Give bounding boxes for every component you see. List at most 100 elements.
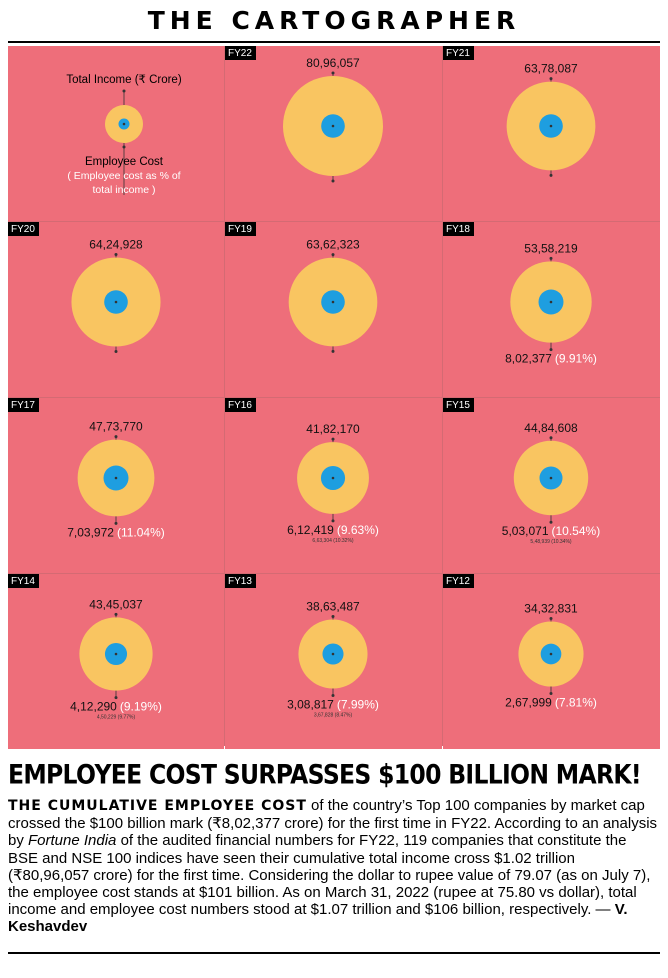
center-dot: [114, 300, 118, 304]
fiscal-year-tag: FY18: [443, 222, 474, 236]
employee-cost-label: 2,67,999 (7.81%): [505, 696, 597, 710]
leader-dot-bottom: [114, 350, 118, 354]
fiscal-year-tag: FY20: [8, 222, 39, 236]
legend-leader-dot-bottom: [122, 145, 126, 149]
restated-cost-note: 4,50,229 (9.77%): [97, 715, 136, 721]
center-dot: [114, 476, 118, 480]
employee-cost-percent: (10.54%): [552, 524, 601, 538]
leader-dot-bottom: [114, 696, 118, 700]
income-value-label: 44,84,608: [524, 421, 578, 435]
bubble-svg: 63,62,323: [288, 238, 378, 353]
legend-cost-note-line2: total income ): [92, 184, 155, 196]
restated-cost-note: 6,63,304 (10.32%): [312, 538, 353, 544]
legend-cost-label: Employee Cost: [85, 156, 164, 168]
employee-cost-label: 6,12,419 (9.63%): [287, 523, 379, 537]
leader-dot-top: [549, 436, 553, 440]
legend-center-dot: [122, 122, 126, 126]
leader-dot-bottom: [549, 348, 553, 352]
legend-leader-dot-top: [122, 89, 126, 93]
fiscal-year-tag: FY16: [225, 398, 256, 412]
center-dot: [331, 476, 335, 480]
article-text-part1: of the country’s Top 100 companies by ma…: [8, 797, 658, 850]
income-value-label: 64,24,928: [89, 237, 143, 251]
income-value-label: 53,58,219: [524, 241, 578, 255]
bubble-svg: 64,24,928: [71, 237, 161, 354]
author-byline: V. Keshavdev: [8, 901, 628, 936]
legend-panel: Total Income (₹ Crore) Employee Cost ( E…: [8, 46, 224, 221]
article-text-part2: of the audited financial numbers for FY2…: [8, 832, 651, 919]
employee-cost-percent: (7.81%): [555, 696, 597, 710]
article-body: THE CUMULATIVE EMPLOYEE COST of the coun…: [8, 797, 660, 936]
employee-cost-value: 5,03,071: [502, 524, 549, 538]
leader-dot-bottom: [114, 521, 118, 525]
center-dot: [331, 124, 335, 128]
bubble-svg: 47,73,770 7,03,972 (11.04%): [67, 420, 165, 540]
employee-cost-label: 8,02,377 (9.91%): [505, 352, 597, 366]
bubble-panel: 47,73,770 7,03,972 (11.04%) FY17: [8, 398, 224, 573]
income-value-label: 38,63,487: [306, 599, 360, 613]
bubble-panel: 63,78,087 FY21: [443, 46, 660, 221]
leader-dot-top: [549, 256, 553, 260]
employee-cost-label: 5,03,071 (10.54%): [502, 524, 600, 538]
center-dot: [549, 652, 553, 656]
employee-cost-value: 8,02,377: [505, 352, 552, 366]
leader-dot-bottom: [331, 179, 335, 183]
leader-dot-bottom: [331, 519, 335, 523]
bubble-panel: 53,58,219 8,02,377 (9.91%) FY18: [443, 222, 660, 397]
employee-cost-percent: (11.04%): [117, 525, 165, 539]
employee-cost-label: 7,03,972 (11.04%): [67, 525, 165, 539]
bubble-svg: 44,84,608 5,03,071 (10.54%)5,48,939 (10.34…: [502, 421, 600, 545]
top-rule: [8, 41, 660, 43]
bubble-svg: 41,82,170 6,12,419 (9.63%)6,63,304 (10.32%…: [287, 422, 379, 544]
income-value-label: 80,96,057: [306, 56, 360, 70]
legend-income-label: Total Income (₹ Crore): [66, 74, 181, 86]
leader-dot-bottom: [549, 520, 553, 524]
employee-cost-percent: (9.63%): [337, 523, 379, 537]
leader-dot-top: [331, 71, 335, 75]
leader-dot-bottom: [549, 173, 553, 177]
leader-dot-top: [114, 435, 118, 439]
leader-dot-top: [331, 614, 335, 618]
fiscal-year-tag: FY14: [8, 574, 39, 588]
income-value-label: 43,45,037: [89, 597, 143, 611]
income-value-label: 63,62,323: [306, 238, 360, 252]
legend-svg: Total Income (₹ Crore) Employee Cost ( E…: [66, 74, 181, 196]
headline: EMPLOYEE COST SURPASSES $100 BILLION MAR…: [8, 758, 642, 791]
masthead: THE CARTOGRAPHER: [147, 6, 521, 35]
fiscal-year-tag: FY15: [443, 398, 474, 412]
bubble-panel: 41,82,170 6,12,419 (9.63%) 6,63,304 (10.32%…: [225, 398, 442, 573]
publication-name: Fortune India: [28, 832, 117, 850]
leader-dot-top: [549, 616, 553, 620]
bubble-svg: 80,96,057: [283, 56, 383, 183]
bubble-panel: 44,84,608 5,03,071 (10.54%) 5,48,939 (10.34…: [443, 398, 660, 573]
fiscal-year-tag: FY22: [225, 46, 256, 60]
employee-cost-percent: (7.99%): [337, 698, 379, 712]
leader-dot-bottom: [331, 694, 335, 698]
leader-dot-top: [331, 437, 335, 441]
center-dot: [331, 652, 335, 656]
leader-dot-top: [549, 77, 553, 81]
employee-cost-label: 3,08,817 (7.99%): [287, 698, 379, 712]
bubble-svg: 38,63,487 3,08,817 (7.99%)3,67,828 (8.47%): [287, 599, 379, 718]
employee-cost-value: 7,03,972: [67, 525, 114, 539]
center-dot: [331, 300, 335, 304]
employee-cost-label: 4,12,290 (9.19%): [70, 700, 162, 714]
center-dot: [114, 652, 118, 656]
bubble-svg: 63,78,087: [506, 62, 596, 177]
fiscal-year-tag: FY21: [443, 46, 474, 60]
bubble-svg: 34,32,831 2,67,999 (7.81%): [505, 601, 597, 710]
restated-cost-note: 5,48,939 (10.34%): [530, 539, 571, 545]
fiscal-year-tag: FY17: [8, 398, 39, 412]
leader-dot-bottom: [331, 349, 335, 353]
leader-dot-top: [114, 252, 118, 256]
fiscal-year-tag: FY19: [225, 222, 256, 236]
bubble-panel: 63,62,323 FY19: [225, 222, 442, 397]
income-value-label: 34,32,831: [524, 601, 578, 615]
center-dot: [549, 124, 553, 128]
center-dot: [549, 300, 553, 304]
employee-cost-value: 4,12,290: [70, 700, 117, 714]
employee-cost-value: 3,08,817: [287, 698, 334, 712]
income-value-label: 47,73,770: [89, 420, 143, 434]
article-lead: THE CUMULATIVE EMPLOYEE COST: [8, 798, 307, 814]
center-dot: [549, 476, 553, 480]
